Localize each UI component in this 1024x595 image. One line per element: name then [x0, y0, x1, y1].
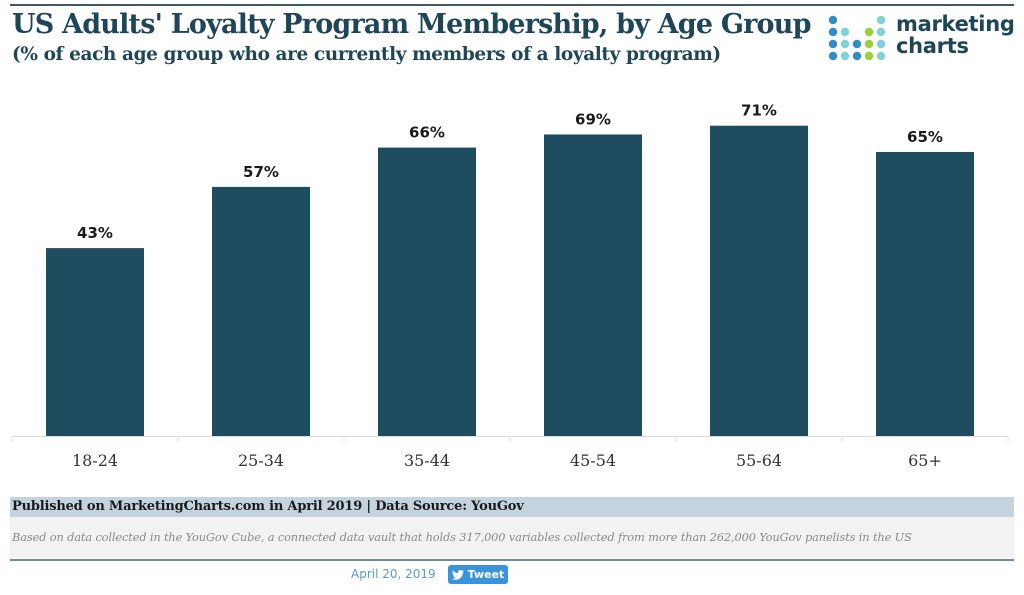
publish-date: April 20, 2019 — [351, 567, 436, 581]
x-tick-label: 65+ — [908, 451, 942, 470]
marketing-charts-logo[interactable]: marketing charts — [828, 12, 1018, 64]
bar-chart: 43% 18-24 57% 25-34 66% 35-44 69% 45-54 71% 55-64… — [0, 80, 1024, 480]
tweet-label: Tweet — [467, 568, 505, 581]
logo-dot — [864, 51, 874, 61]
source-band — [10, 497, 1014, 517]
logo-dot — [840, 51, 850, 61]
bar-35-44 — [378, 147, 476, 436]
x-tick-label: 45-54 — [570, 451, 616, 470]
x-tick-label: 55-64 — [736, 451, 782, 470]
logo-text-line2: charts — [896, 34, 969, 58]
data-label: 69% — [575, 110, 611, 128]
bar-45-54 — [544, 134, 642, 436]
data-label: 65% — [907, 128, 943, 146]
logo-dot — [876, 51, 886, 61]
data-label: 71% — [741, 102, 777, 120]
logo-dots-icon — [828, 15, 886, 61]
bar-55-64 — [710, 125, 808, 437]
data-label: 43% — [77, 224, 113, 242]
logo-dot — [876, 39, 886, 49]
logo-dot — [840, 27, 850, 37]
logo-dot — [864, 39, 874, 49]
twitter-bird-icon — [451, 569, 464, 580]
tweet-button[interactable]: Tweet — [448, 565, 508, 584]
x-tick-label: 18-24 — [72, 451, 118, 470]
chart-title: US Adults' Loyalty Program Membership, b… — [12, 9, 811, 40]
logo-text-line1: marketing — [896, 12, 1015, 36]
logo-dot — [876, 15, 886, 25]
top-divider — [10, 4, 1014, 6]
notes-band — [10, 517, 1014, 558]
x-tick-label: 25-34 — [238, 451, 284, 470]
methodology-note: Based on data collected in the YouGov Cu… — [12, 530, 912, 544]
data-label: 66% — [409, 124, 445, 142]
logo-wordmark: marketing charts — [896, 13, 1015, 57]
bottom-divider — [10, 559, 1014, 561]
logo-dot — [828, 27, 838, 37]
chart-subtitle: (% of each age group who are currently m… — [12, 44, 721, 65]
bar-chart-svg: 43% 18-24 57% 25-34 66% 35-44 69% 45-54 71% 55-64… — [11, 102, 1009, 470]
x-tick-label: 35-44 — [404, 451, 450, 470]
bar-25-34 — [212, 186, 310, 436]
logo-dot — [852, 51, 862, 61]
logo-dot — [828, 15, 838, 25]
logo-dot — [864, 27, 874, 37]
logo-dot — [876, 27, 886, 37]
data-label: 57% — [243, 163, 279, 181]
logo-dot — [840, 39, 850, 49]
bar-65+ — [876, 151, 974, 436]
published-source-text: Published on MarketingCharts.com in Apri… — [12, 499, 524, 514]
logo-dot — [828, 39, 838, 49]
logo-dot — [828, 51, 838, 61]
logo-dot — [852, 39, 862, 49]
bar-18-24 — [46, 248, 144, 436]
